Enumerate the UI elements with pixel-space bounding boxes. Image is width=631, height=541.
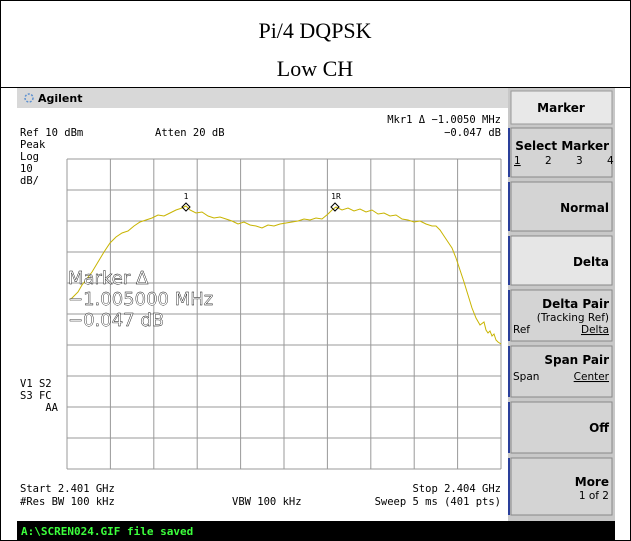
menu-title: Marker	[537, 101, 585, 115]
detector: Peak	[20, 139, 46, 151]
softkey-option[interactable]: Span	[513, 371, 539, 383]
attenuation: Atten 20 dB	[155, 127, 225, 139]
status-flag: AA	[45, 402, 58, 414]
marker-diamond	[181, 202, 191, 212]
marker-label: 1	[184, 192, 189, 201]
graticule	[66, 158, 502, 470]
brand-bar	[17, 88, 508, 108]
marker-readout: Marker Δ	[68, 268, 149, 289]
softkey[interactable]: Delta Pair(Tracking Ref) Ref Delta	[508, 289, 613, 342]
softkey[interactable]: Off	[508, 401, 613, 454]
marker-diamond	[330, 202, 340, 212]
softkey-bg[interactable]	[510, 181, 613, 232]
status-flag: S3 FC	[20, 390, 52, 402]
analyzer-screen: Agilent Mkr1 Δ −1.0050 MHz Ref 10 dBm At…	[17, 88, 615, 541]
status-bar	[17, 521, 615, 541]
softkey-bg[interactable]	[510, 127, 613, 178]
softkey-label[interactable]: Delta	[573, 255, 609, 269]
title: Pi/4 DQPSK	[258, 18, 371, 43]
marker-readout: −1.005000 MHz	[68, 289, 213, 310]
softkey-label[interactable]: Span Pair	[544, 353, 609, 367]
marker-delta-db: −0.047 dB	[444, 127, 501, 139]
marker-delta: Mkr1 Δ −1.0050 MHz	[387, 114, 501, 126]
softkey[interactable]: Span Pair Span Center	[508, 345, 613, 398]
softkey-option[interactable]: 1	[514, 155, 521, 167]
marker-label: 1R	[331, 192, 341, 201]
start-freq: Start 2.401 GHz	[20, 483, 115, 495]
softkey-option[interactable]: 2	[545, 155, 552, 167]
ref-level: Ref 10 dBm	[20, 127, 83, 139]
subtitle: Low CH	[277, 56, 354, 81]
status-flag: V1 S2	[20, 378, 52, 390]
menu-title-box	[510, 90, 613, 125]
softkey-option[interactable]: 4	[607, 155, 614, 167]
softkey-option[interactable]: Delta	[581, 324, 609, 336]
softkey-note[interactable]: (Tracking Ref)	[537, 312, 609, 324]
softkey-bg[interactable]	[510, 289, 613, 342]
softkey-bg[interactable]	[510, 235, 613, 286]
softkey[interactable]: Select Marker 1 2 3 4	[508, 127, 614, 178]
stop-freq: Stop 2.404 GHz	[412, 483, 501, 495]
softkey[interactable]: Normal	[508, 181, 613, 232]
marker-readout: −0.047 dB	[68, 310, 164, 331]
res-bw: #Res BW 100 kHz	[20, 496, 115, 508]
softkey-option[interactable]: Center	[574, 371, 610, 383]
softkey-label[interactable]: Select Marker	[515, 139, 609, 153]
softkey-option[interactable]: 3	[576, 155, 583, 167]
softkey-label[interactable]: Delta Pair	[542, 297, 609, 311]
softkey-note[interactable]: 1 of 2	[579, 490, 609, 502]
brand-logo	[24, 93, 34, 103]
detector: dB/	[20, 175, 39, 187]
softkey-label[interactable]: Off	[589, 421, 609, 435]
detector: Log	[20, 151, 39, 163]
sweep: Sweep 5 ms (401 pts)	[375, 496, 501, 508]
status-message: A:\SCREN024.GIF file saved	[21, 525, 193, 538]
softkey-bg[interactable]	[510, 401, 613, 454]
vbw: VBW 100 kHz	[232, 496, 302, 508]
trace	[69, 205, 502, 345]
softkey-bg[interactable]	[510, 345, 613, 398]
softkey[interactable]: Delta	[508, 235, 613, 286]
detector: 10	[20, 163, 33, 175]
brand: Agilent	[38, 92, 82, 105]
softkey-label[interactable]: Normal	[560, 201, 609, 215]
softkey-label[interactable]: More	[575, 475, 609, 489]
softkey-option[interactable]: Ref	[513, 324, 530, 336]
softkey-bg[interactable]	[510, 457, 613, 516]
